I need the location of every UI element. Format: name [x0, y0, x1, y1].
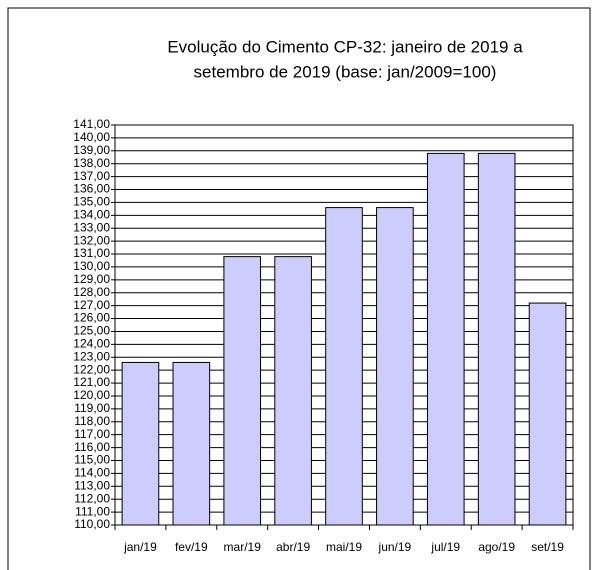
bar: [325, 207, 363, 526]
chart-title: Evolução do Cimento CP-32: janeiro de 20…: [167, 37, 523, 56]
y-tick-label: 116,00: [74, 440, 110, 454]
x-tick-label: mar/19: [224, 540, 262, 554]
y-tick-label: 110,00: [74, 517, 110, 531]
y-tick-label: 132,00: [73, 233, 110, 247]
y-tick-label: 114,00: [74, 466, 110, 480]
y-tick-label: 128,00: [73, 285, 110, 299]
x-tick-label: jul/19: [430, 540, 460, 554]
y-tick-label: 117,00: [74, 427, 110, 441]
x-tick-label: jun/19: [378, 540, 412, 554]
y-tick-label: 113,00: [74, 478, 110, 492]
y-tick-label: 126,00: [73, 311, 110, 325]
y-tick-label: 125,00: [73, 324, 110, 338]
y-tick-label: 134,00: [73, 207, 110, 221]
bar: [528, 302, 567, 526]
y-tick-label: 120,00: [73, 388, 110, 402]
chart-border: [7, 7, 591, 570]
bar: [477, 152, 516, 526]
y-tick-label: 131,00: [73, 246, 110, 260]
x-tick-label: mai/19: [326, 540, 362, 554]
y-tick-label: 137,00: [73, 169, 110, 183]
y-tick-label: 118,00: [74, 414, 110, 428]
x-tick-label: abr/19: [276, 540, 310, 554]
y-tick-label: 136,00: [73, 182, 110, 196]
y-tick-label: 140,00: [73, 130, 110, 144]
bar: [172, 361, 211, 526]
bar: [223, 256, 262, 526]
x-tick-label: jan/19: [123, 540, 157, 554]
y-tick-label: 133,00: [73, 220, 110, 234]
y-tick-label: 115,00: [74, 453, 110, 467]
y-tick-label: 123,00: [73, 349, 110, 363]
y-tick-label: 130,00: [73, 259, 110, 273]
y-tick-label: 112,00: [74, 491, 110, 505]
bar: [376, 207, 414, 526]
x-tick-label: set/19: [531, 540, 564, 554]
y-tick-label: 121,00: [73, 375, 110, 389]
y-tick-label: 135,00: [73, 195, 110, 209]
chart-title: setembro de 2019 (base: jan/2009=100): [194, 62, 497, 81]
y-tick-label: 138,00: [73, 156, 110, 170]
y-tick-label: 111,00: [75, 504, 110, 518]
x-tick-label: fev/19: [175, 540, 208, 554]
bar: [274, 256, 312, 526]
bar: [426, 152, 465, 526]
y-tick-label: 129,00: [73, 272, 110, 286]
y-tick-label: 139,00: [73, 143, 110, 157]
y-tick-label: 127,00: [73, 298, 110, 312]
y-tick-label: 141,00: [73, 117, 110, 131]
y-tick-label: 119,00: [74, 401, 110, 415]
y-tick-label: 122,00: [73, 362, 110, 376]
y-tick-label: 124,00: [73, 337, 110, 351]
bar: [121, 361, 160, 526]
x-tick-label: ago/19: [478, 540, 515, 554]
